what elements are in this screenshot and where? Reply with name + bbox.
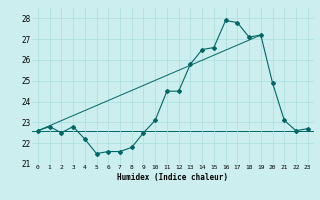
X-axis label: Humidex (Indice chaleur): Humidex (Indice chaleur): [117, 173, 228, 182]
